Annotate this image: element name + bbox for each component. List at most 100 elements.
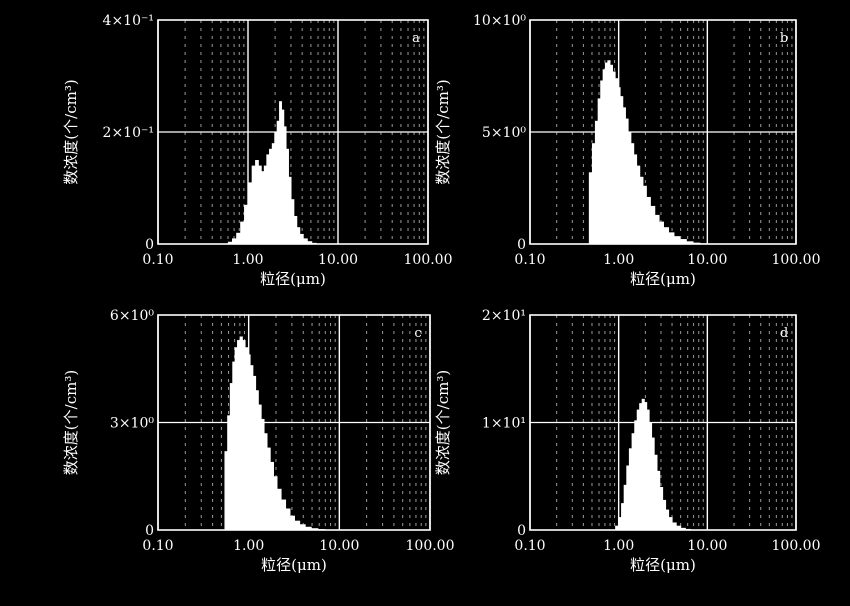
bar (662, 499, 667, 530)
bar (242, 340, 246, 530)
bar (618, 517, 622, 530)
bar (612, 71, 616, 245)
bar (634, 420, 638, 530)
panel-c: c 0 3×10⁰ 6×10⁰ 0.10 1.00 10.00 100.00 粒径(μm) 数浓度… (62, 308, 455, 574)
bar (686, 241, 694, 244)
bar (626, 465, 630, 530)
x-axis-label: 粒径(μm) (260, 270, 326, 288)
bar (656, 470, 661, 530)
y-tick-label: 3×10⁰ (110, 416, 154, 432)
bar (663, 227, 670, 244)
x-tick-label: 0.10 (142, 252, 173, 268)
bar (229, 383, 233, 530)
bar (288, 176, 292, 244)
plot-frame (529, 19, 797, 245)
x-tick-label: 0.10 (514, 538, 545, 554)
bar (609, 64, 613, 244)
bar (668, 232, 675, 244)
bar (234, 347, 238, 530)
bar (619, 96, 624, 244)
bar (625, 118, 629, 244)
bar (279, 101, 282, 244)
bar (665, 509, 670, 530)
bar (633, 154, 638, 244)
bar (636, 409, 640, 530)
bar (274, 132, 278, 244)
panel-b: b 0 5×10⁰ 10×10⁰ 0.10 1.00 10.00 100.00 粒径(μm) 数浓… (434, 13, 821, 288)
y-tick-label: 0 (517, 523, 526, 539)
y-tick-label: 0 (145, 523, 154, 539)
bar (281, 109, 285, 244)
bar (236, 232, 241, 244)
bar (311, 528, 319, 530)
bar (227, 241, 233, 244)
bar (658, 221, 664, 244)
bar (276, 120, 280, 244)
bar (276, 488, 282, 530)
bar (244, 204, 249, 244)
bar (296, 227, 301, 244)
y-axis-label: 数浓度(个/cm³) (62, 79, 80, 184)
bar (252, 375, 257, 530)
panel-label: d (780, 326, 788, 341)
bar (305, 526, 312, 530)
x-tick-label: 0.10 (142, 538, 173, 554)
x-tick-label: 100.00 (772, 252, 821, 268)
bar (249, 365, 254, 530)
bar (680, 527, 686, 530)
x-tick-label: 1.00 (603, 252, 634, 268)
x-tick-label: 1.00 (603, 538, 634, 554)
y-tick-label: 2×10¹ (482, 308, 526, 324)
bar (255, 160, 259, 244)
bar (299, 524, 306, 530)
bar (273, 476, 278, 530)
bar (615, 78, 619, 245)
bar (668, 517, 673, 530)
bar (649, 422, 653, 530)
bar (263, 165, 267, 244)
bar (622, 107, 626, 244)
panel-label: c (414, 326, 421, 341)
bar (307, 241, 313, 244)
x-tick-label: 0.10 (514, 252, 545, 268)
y-tick-label: 5×10⁰ (482, 125, 526, 141)
bar (283, 126, 287, 244)
bar (289, 515, 295, 530)
bar (247, 354, 251, 530)
bar (266, 154, 270, 244)
x-tick-label: 1.00 (233, 538, 264, 554)
x-tick-label: 1.00 (232, 252, 263, 268)
y-tick-label: 2×10⁻¹ (103, 125, 154, 141)
plot-frame (529, 314, 797, 531)
bar (285, 508, 291, 530)
y-tick-label: 0 (517, 237, 526, 253)
bar (258, 165, 262, 244)
x-axis-label: 粒径(μm) (630, 270, 696, 288)
bar (673, 236, 681, 244)
bar (231, 238, 237, 244)
x-tick-label: 100.00 (406, 538, 455, 554)
bar (290, 199, 295, 244)
bar (594, 120, 599, 244)
bar (299, 233, 304, 244)
y-axis-label: 数浓度(个/cm³) (62, 370, 80, 475)
bar (636, 165, 641, 244)
bar (607, 60, 611, 244)
bar (227, 415, 231, 530)
bar (261, 171, 265, 244)
bar (604, 62, 608, 245)
bar (224, 451, 228, 530)
bar (232, 361, 236, 530)
bar (591, 143, 596, 244)
panel-a: a 0 2×10⁻¹ 4×10⁻¹ 0.10 1.00 10.00 100.00 粒径(μm) 数… (62, 13, 453, 288)
bar (255, 390, 259, 530)
x-tick-label: 10.00 (687, 538, 727, 554)
bar (639, 403, 643, 530)
bar (641, 398, 645, 530)
bar (631, 433, 635, 530)
bar (266, 447, 271, 530)
plot-frame (157, 314, 431, 531)
bar (676, 525, 682, 530)
bar (285, 148, 289, 244)
